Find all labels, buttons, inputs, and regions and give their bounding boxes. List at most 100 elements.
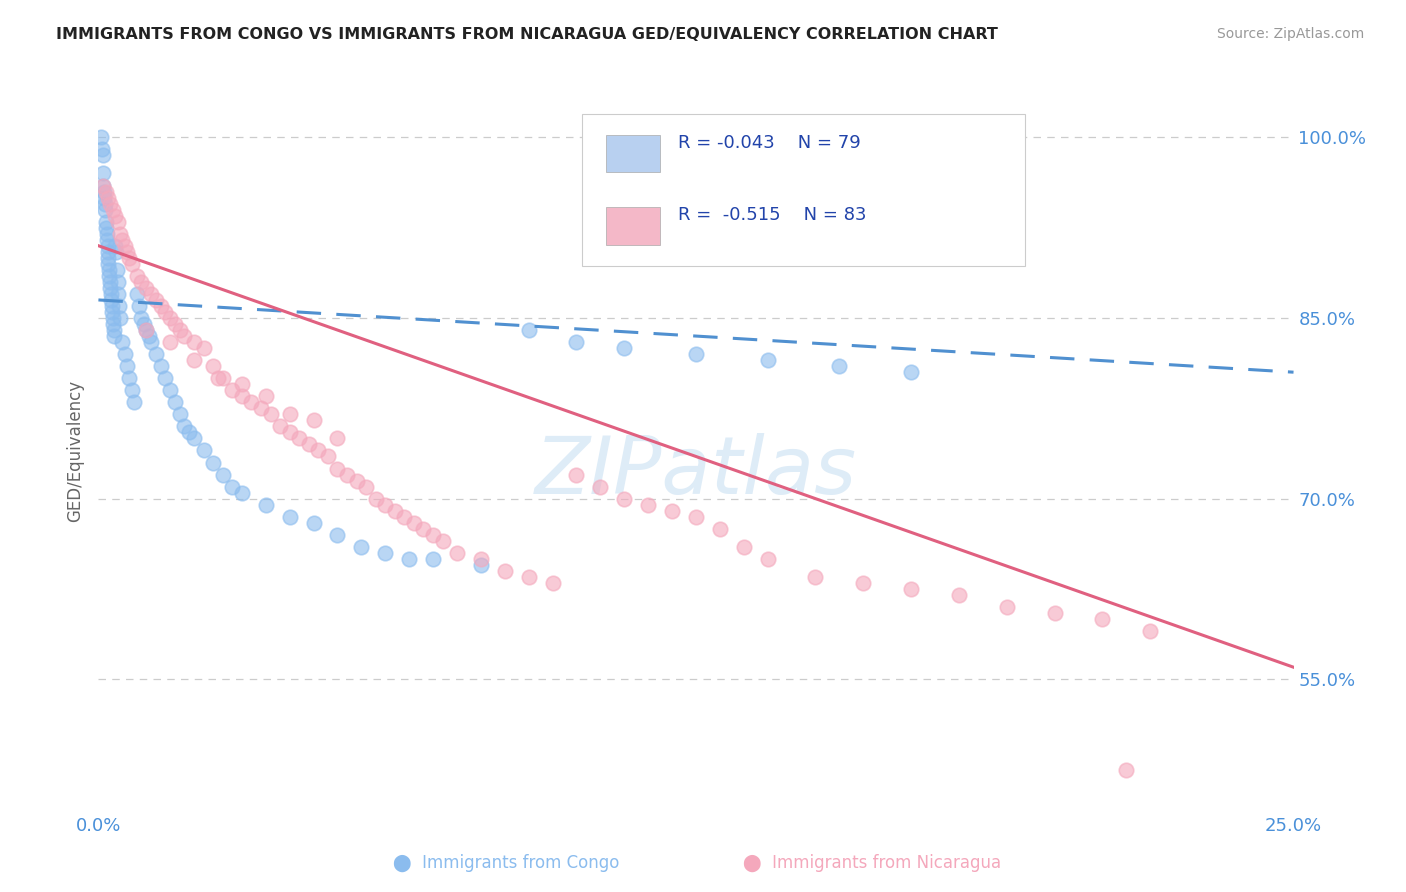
Point: [565, 467, 588, 482]
Point: [193, 443, 215, 458]
Point: [139, 334, 162, 349]
Point: [91, 178, 114, 193]
Point: [118, 251, 141, 265]
Point: [93, 185, 115, 199]
Point: [97, 257, 120, 271]
FancyBboxPatch shape: [582, 114, 1025, 266]
Point: [183, 432, 205, 446]
Point: [104, 209, 127, 223]
Point: [169, 407, 191, 421]
Point: [103, 317, 125, 331]
Point: [98, 281, 122, 295]
Point: [114, 238, 136, 253]
Point: [111, 233, 134, 247]
Point: [110, 310, 132, 325]
Point: [517, 570, 540, 584]
Point: [269, 419, 291, 434]
Point: [183, 334, 205, 349]
Point: [91, 166, 114, 180]
Point: [100, 293, 122, 307]
Point: [169, 323, 191, 337]
Point: [278, 407, 301, 421]
Point: [1139, 624, 1161, 639]
Point: [163, 317, 186, 331]
Point: [995, 599, 1018, 614]
Point: [202, 455, 225, 469]
Point: [231, 389, 253, 403]
Text: IMMIGRANTS FROM CONGO VS IMMIGRANTS FROM NICARAGUA GED/EQUIVALENCY CORRELATION C: IMMIGRANTS FROM CONGO VS IMMIGRANTS FROM…: [56, 27, 998, 42]
Point: [288, 432, 311, 446]
Point: [350, 540, 373, 554]
Point: [132, 317, 155, 331]
Point: [394, 509, 416, 524]
Point: [354, 480, 377, 494]
Point: [135, 323, 157, 337]
Point: [402, 516, 425, 530]
Point: [637, 498, 659, 512]
Point: [94, 220, 117, 235]
Point: [828, 359, 851, 373]
Point: [145, 347, 167, 361]
Point: [94, 185, 117, 199]
Point: [93, 190, 115, 204]
Point: [446, 546, 468, 560]
Point: [104, 238, 127, 253]
Point: [98, 268, 121, 283]
Point: [149, 299, 172, 313]
Point: [128, 299, 150, 313]
Text: ⬤  Immigrants from Nicaragua: ⬤ Immigrants from Nicaragua: [742, 855, 1001, 872]
Point: [661, 503, 683, 517]
Point: [302, 516, 325, 530]
FancyBboxPatch shape: [606, 207, 661, 244]
Point: [613, 341, 636, 355]
Point: [307, 443, 329, 458]
Point: [517, 323, 540, 337]
Point: [131, 310, 153, 325]
Point: [118, 371, 141, 385]
Point: [432, 533, 454, 548]
Point: [96, 233, 118, 247]
Point: [97, 263, 120, 277]
Point: [948, 588, 970, 602]
Point: [384, 503, 406, 517]
Point: [756, 353, 779, 368]
Point: [207, 371, 229, 385]
Point: [326, 461, 349, 475]
Point: [470, 551, 492, 566]
Point: [97, 251, 120, 265]
Point: [278, 509, 301, 524]
Point: [96, 227, 118, 241]
Point: [96, 238, 118, 253]
Point: [98, 275, 121, 289]
Point: [111, 334, 134, 349]
Point: [221, 384, 243, 398]
Point: [101, 305, 124, 319]
Point: [107, 275, 129, 289]
Point: [91, 178, 114, 193]
Y-axis label: GED/Equivalency: GED/Equivalency: [66, 379, 84, 522]
Point: [250, 401, 273, 416]
Point: [422, 528, 444, 542]
Point: [163, 395, 186, 409]
Point: [221, 480, 243, 494]
Point: [398, 551, 420, 566]
Point: [139, 286, 162, 301]
Point: [91, 148, 114, 162]
Text: ⬤  Immigrants from Congo: ⬤ Immigrants from Congo: [392, 855, 620, 872]
Point: [541, 576, 564, 591]
Point: [900, 365, 922, 379]
Point: [211, 371, 233, 385]
Point: [240, 395, 263, 409]
Point: [107, 214, 129, 228]
Point: [173, 419, 195, 434]
Point: [254, 389, 277, 403]
Point: [125, 286, 148, 301]
Point: [105, 263, 128, 277]
Point: [685, 347, 707, 361]
Point: [138, 329, 160, 343]
Point: [108, 227, 131, 241]
Point: [211, 467, 233, 482]
Point: [231, 377, 253, 392]
Point: [374, 546, 396, 560]
Point: [100, 286, 122, 301]
